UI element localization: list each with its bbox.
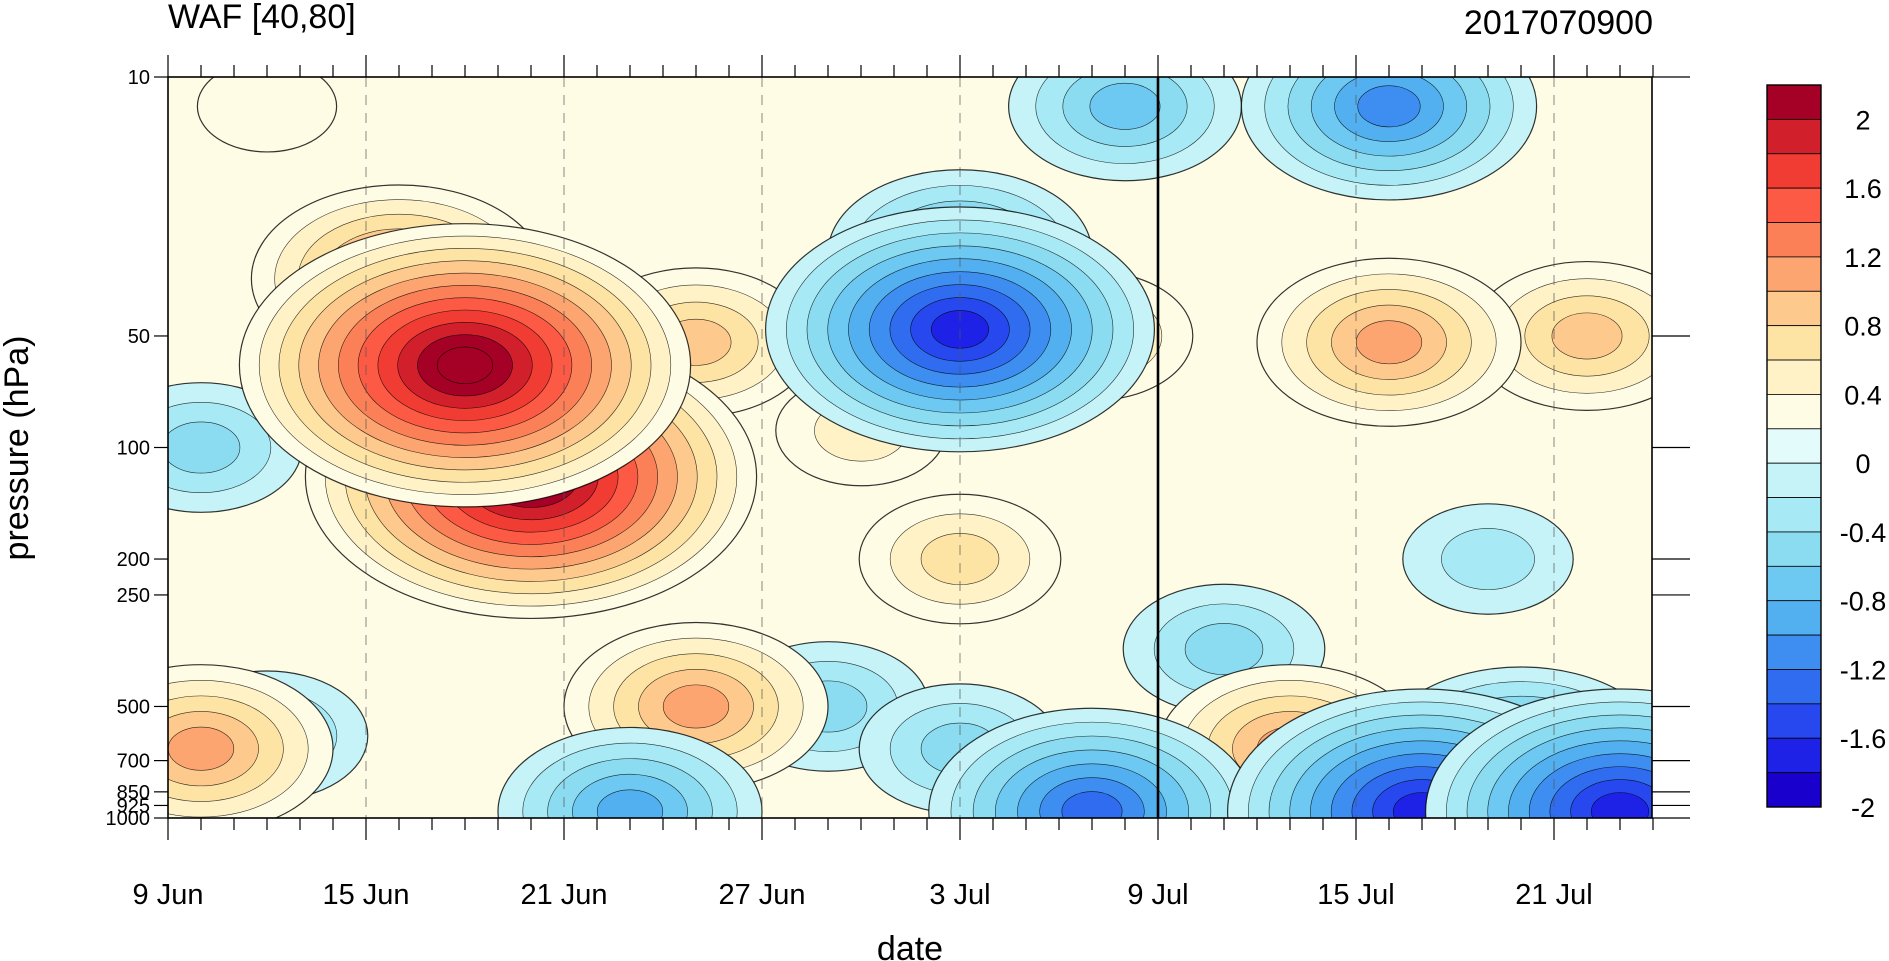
contour-feature <box>1425 688 1652 818</box>
colorbar-box <box>1766 703 1822 739</box>
colorbar-box <box>1766 600 1822 636</box>
contour-band <box>1355 320 1423 365</box>
colorbar-box <box>1766 737 1822 774</box>
contour-feature <box>196 77 338 153</box>
y-tick-label: 250 <box>117 585 150 607</box>
contour-band <box>168 726 235 771</box>
contour-feature <box>238 223 692 508</box>
y-tick-label: 50 <box>128 326 150 348</box>
x-axis-label: date <box>877 930 943 961</box>
contour-band <box>1551 312 1623 360</box>
colorbar-label: -0.4 <box>1840 518 1887 548</box>
contour-feature <box>1256 257 1522 427</box>
colorbar-box <box>1766 772 1822 808</box>
colorbar-box <box>1766 462 1822 498</box>
colorbar-label: 1.6 <box>1844 174 1882 204</box>
y-tick-label: 1000 <box>106 808 151 830</box>
contour-band <box>1441 528 1535 590</box>
colorbar-label: 0.4 <box>1844 380 1882 410</box>
colorbar-label: -0.8 <box>1840 587 1887 617</box>
contour-feature <box>928 707 1256 818</box>
contour-band <box>1357 85 1421 128</box>
x-tick-label: 15 Jul <box>1317 879 1394 911</box>
contour-feature <box>1402 503 1574 615</box>
contour-band <box>1184 623 1264 675</box>
contour-band <box>920 533 1000 585</box>
colorbar-box <box>1766 222 1822 258</box>
colorbar-box <box>1766 669 1822 705</box>
y-tick-label: 700 <box>117 751 150 773</box>
contour-feature <box>168 664 334 818</box>
contour-band <box>1590 792 1650 818</box>
x-tick-label: 27 Jun <box>718 879 805 911</box>
colorbar-box <box>1766 394 1822 430</box>
colorbar-box <box>1766 256 1822 292</box>
x-tick-label: 21 Jun <box>520 879 607 911</box>
colorbar-box <box>1766 187 1822 223</box>
colorbar-label: -1.2 <box>1840 655 1887 685</box>
contour-feature <box>1008 77 1242 182</box>
colorbar-box <box>1766 634 1822 670</box>
colorbar-label: -2 <box>1851 793 1875 823</box>
contour-band <box>1089 82 1161 130</box>
chart-title: WAF [40,80] <box>168 0 356 36</box>
x-tick-label: 21 Jul <box>1515 879 1592 911</box>
x-tick-label: 3 Jul <box>929 879 990 911</box>
contour-fills <box>168 77 1652 818</box>
colorbar-label: 0 <box>1855 449 1870 479</box>
colorbar-label: 1.2 <box>1844 243 1882 273</box>
colorbar-box <box>1766 531 1822 567</box>
contour-band <box>596 789 664 818</box>
contour-band <box>662 684 730 729</box>
contour-feature <box>858 493 1062 625</box>
colorbar-box <box>1766 428 1822 464</box>
contour-feature <box>1240 77 1538 201</box>
y-tick-label: 925 <box>117 795 150 817</box>
contour-band <box>436 346 494 384</box>
y-tick-label: 850 <box>117 782 150 804</box>
date-stamp: 2017070900 <box>1464 4 1653 42</box>
colorbar-box <box>1766 565 1822 602</box>
colorbar-box <box>1766 153 1822 189</box>
contour-feature <box>497 726 763 818</box>
axis-ticks: 9 Jun 15 Jun 21 Jun 27 Jun 3 Jul 9 Jul 15 Jul 2… <box>106 55 1690 911</box>
colorbar: 2 1.6 1.2 0.8 0.4 0 -0.4 -0.8 -1.2 -1.6 -2 <box>1766 84 1887 823</box>
colorbar-box <box>1766 325 1822 361</box>
x-tick-label: 9 Jul <box>1127 879 1188 911</box>
y-tick-label: 500 <box>117 696 150 718</box>
colorbar-box <box>1766 290 1822 327</box>
colorbar-label: -1.6 <box>1840 724 1887 754</box>
x-tick-label: 15 Jun <box>322 879 409 911</box>
colorbar-box <box>1766 359 1822 395</box>
y-tick-label: 200 <box>117 549 150 571</box>
y-axis-label: pressure (hPa) <box>0 336 36 561</box>
colorbar-frame <box>1766 84 1822 808</box>
colorbar-box <box>1766 118 1822 155</box>
colorbar-label: 2 <box>1855 105 1870 135</box>
colorbar-label: 0.8 <box>1844 312 1882 342</box>
y-tick-label: 100 <box>117 438 150 460</box>
x-tick-label: 9 Jun <box>133 879 204 911</box>
contour-band <box>168 421 241 474</box>
colorbar-box <box>1766 497 1822 533</box>
contour-feature <box>1470 260 1652 411</box>
contour-field <box>168 77 1652 818</box>
contour-band <box>196 77 338 153</box>
y-tick-label: 10 <box>128 67 150 89</box>
contour-band <box>1061 791 1123 818</box>
colorbar-box <box>1766 84 1822 120</box>
